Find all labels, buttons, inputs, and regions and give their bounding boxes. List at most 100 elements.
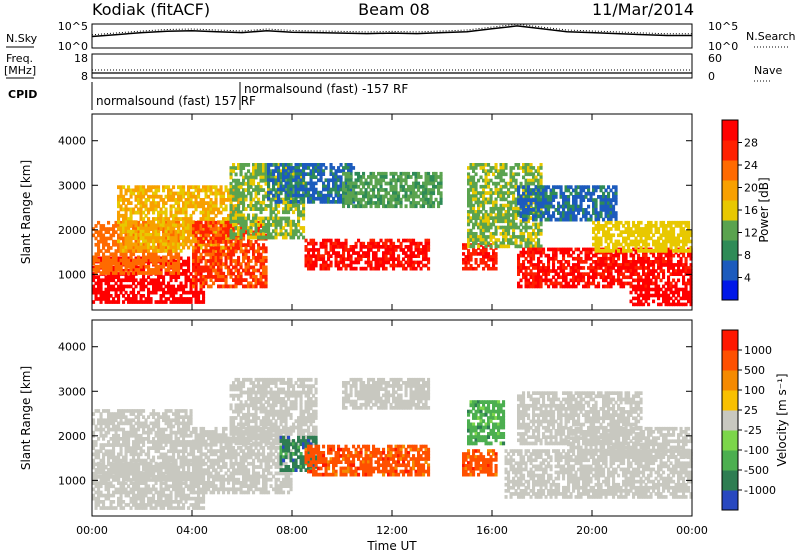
data-cell	[547, 204, 551, 209]
data-cell	[349, 263, 353, 268]
data-cell	[402, 178, 406, 183]
data-cell	[482, 252, 486, 256]
data-cell	[207, 204, 211, 209]
data-cell	[94, 290, 98, 295]
data-cell	[124, 264, 128, 269]
data-cell	[179, 236, 183, 240]
data-cell	[344, 245, 348, 249]
data-cell	[602, 284, 606, 289]
data-cell	[164, 242, 168, 247]
data-cell	[599, 260, 603, 264]
data-cell	[482, 203, 486, 208]
data-cell	[154, 258, 158, 263]
data-cell	[524, 198, 528, 202]
data-cell	[194, 268, 198, 273]
data-cell	[392, 241, 396, 246]
data-cell	[607, 266, 611, 270]
data-cell	[129, 264, 133, 269]
data-cell	[252, 243, 256, 247]
data-cell	[169, 188, 173, 193]
data-cell	[482, 232, 486, 236]
data-cell	[612, 204, 616, 209]
data-cell	[612, 266, 616, 270]
data-cell	[534, 235, 538, 239]
data-cell	[507, 219, 511, 224]
data-cell	[484, 216, 488, 220]
data-cell	[499, 197, 503, 202]
data-cell	[324, 196, 328, 201]
data-cell	[167, 259, 171, 264]
data-cell	[597, 217, 601, 222]
data-cell	[152, 239, 156, 244]
data-cell	[102, 239, 106, 244]
data-cell	[264, 194, 268, 199]
data-cell	[227, 230, 231, 235]
data-cell	[99, 230, 103, 234]
data-cell	[217, 271, 221, 276]
data-cell	[144, 233, 148, 237]
data-cell	[597, 256, 601, 261]
data-cell	[419, 260, 423, 265]
data-cell	[114, 252, 118, 257]
data-cell	[189, 194, 193, 199]
data-cell	[157, 201, 161, 205]
data-cell	[547, 278, 551, 283]
data-cell	[229, 262, 233, 267]
data-cell	[337, 190, 341, 195]
data-cell	[412, 197, 416, 202]
data-cell	[564, 272, 568, 276]
data-cell	[169, 210, 173, 215]
data-cell	[239, 213, 243, 218]
data-cell	[587, 256, 591, 261]
data-cell	[149, 236, 153, 240]
data-cell	[119, 194, 123, 199]
data-cell	[214, 240, 218, 244]
data-cell	[394, 178, 398, 183]
data-cell	[137, 188, 141, 193]
data-cell	[239, 265, 243, 270]
data-cell	[357, 171, 361, 176]
data-cell	[377, 188, 381, 192]
data-cell	[239, 163, 243, 167]
data-cell	[339, 175, 343, 179]
data-cell	[604, 204, 608, 209]
data-cell	[182, 185, 186, 190]
data-cell	[462, 261, 466, 265]
data-cell	[259, 246, 263, 251]
data-cell	[549, 201, 553, 206]
data-cell	[487, 255, 491, 259]
data-cell	[582, 284, 586, 289]
data-cell	[562, 250, 566, 255]
data-cell	[104, 261, 108, 266]
data-cell	[159, 256, 163, 261]
data-cell	[609, 284, 613, 289]
data-cell	[222, 262, 226, 267]
data-cell	[284, 184, 288, 189]
data-cell	[337, 187, 341, 192]
data-cell	[357, 204, 361, 209]
data-cell	[387, 191, 391, 196]
data-cell	[419, 248, 423, 252]
data-cell	[187, 239, 191, 244]
data-cell	[587, 211, 591, 215]
data-cell	[502, 241, 506, 246]
data-cell	[162, 290, 166, 295]
data-cell	[264, 233, 268, 238]
data-cell	[464, 243, 468, 247]
data-cell	[602, 275, 606, 280]
data-cell	[167, 249, 171, 253]
data-cell	[569, 284, 573, 289]
data-cell	[172, 230, 176, 234]
data-cell	[209, 236, 213, 241]
data-cell	[244, 284, 248, 289]
data-cell	[274, 190, 278, 195]
data-cell	[504, 225, 508, 230]
data-cell	[574, 247, 578, 252]
data-cell	[427, 266, 431, 271]
data-cell	[107, 255, 111, 260]
data-cell	[422, 194, 426, 199]
data-cell	[412, 171, 416, 176]
data-cell	[497, 188, 501, 192]
data-cell	[132, 281, 136, 286]
data-cell	[122, 294, 126, 298]
